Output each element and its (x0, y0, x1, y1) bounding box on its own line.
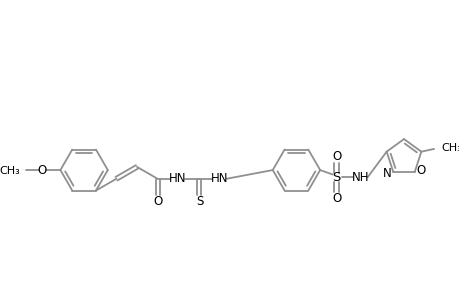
Text: NH: NH (351, 171, 368, 184)
Text: S: S (332, 171, 340, 184)
Text: O: O (331, 150, 341, 163)
Text: O: O (37, 164, 46, 177)
Text: HN: HN (168, 172, 186, 185)
Text: CH₃: CH₃ (441, 143, 459, 153)
Text: CH₃: CH₃ (0, 166, 20, 176)
Text: O: O (152, 195, 162, 208)
Text: O: O (415, 164, 425, 177)
Text: O: O (331, 192, 341, 205)
Text: N: N (382, 167, 391, 180)
Text: HN: HN (210, 172, 228, 185)
Text: S: S (196, 195, 203, 208)
